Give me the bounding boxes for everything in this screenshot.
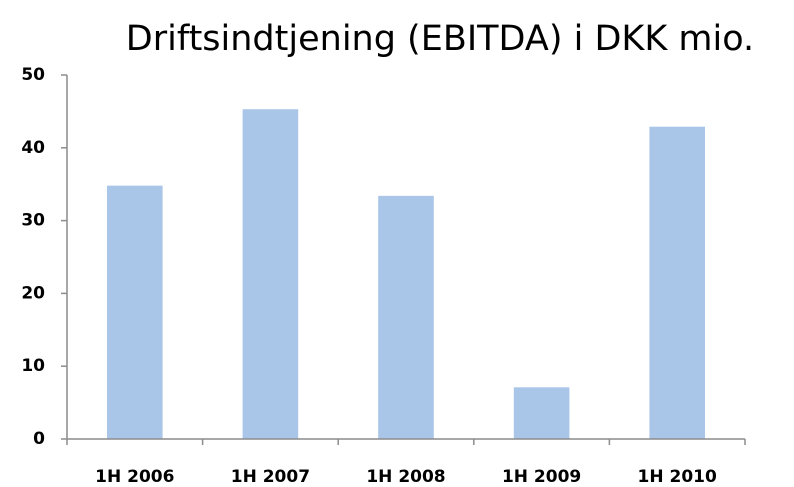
bar: [107, 185, 163, 439]
y-tick-label: 40: [21, 138, 45, 158]
y-tick-label: 20: [21, 283, 45, 303]
bar: [378, 195, 434, 439]
x-tick-label: 1H 2009: [502, 467, 581, 487]
x-tick-label: 1H 2008: [366, 467, 445, 487]
bar: [649, 126, 705, 440]
x-tick-label: 1H 2007: [231, 467, 310, 487]
x-tick-label: 1H 2010: [638, 467, 717, 487]
y-tick-label: 0: [33, 429, 45, 449]
y-tick-label: 30: [21, 211, 45, 231]
chart-title: Driftsindtjening (EBITDA) i DKK mio.: [126, 19, 754, 59]
bar: [513, 387, 570, 439]
y-tick-label: 10: [21, 356, 45, 376]
y-tick-label: 50: [21, 65, 45, 85]
x-tick-label: 1H 2006: [95, 467, 174, 487]
bar: [242, 109, 299, 439]
